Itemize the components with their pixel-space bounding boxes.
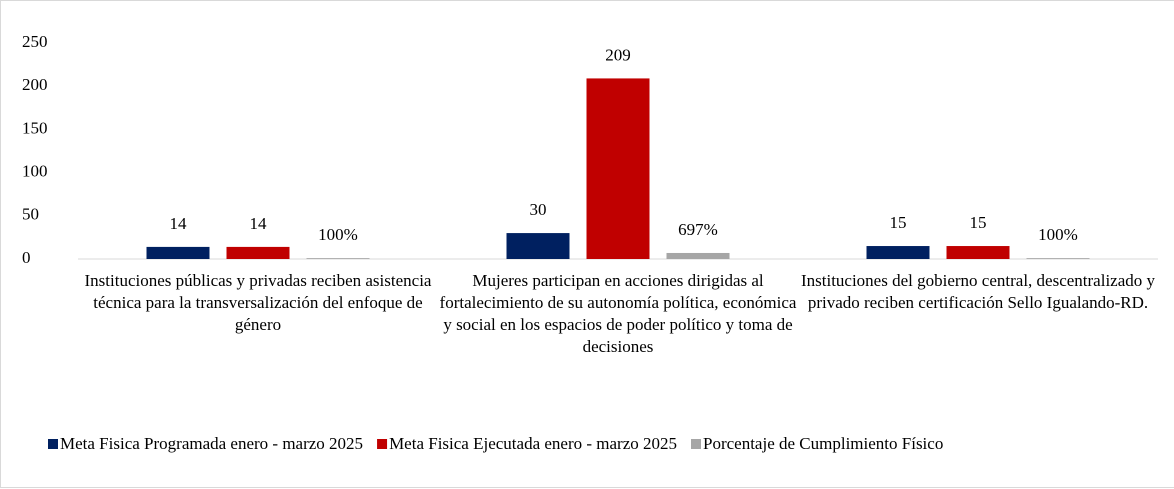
data-label: 14 (250, 214, 268, 233)
x-tick-label: Instituciones públicas y privadas recibe… (84, 271, 432, 334)
bar (586, 78, 650, 259)
data-label: 15 (890, 213, 907, 232)
legend-label: Porcentaje de Cumplimiento Físico (703, 434, 943, 453)
bar (506, 233, 570, 259)
legend-marker (48, 439, 58, 449)
data-label: 697% (678, 220, 718, 239)
bar (666, 252, 730, 259)
data-label: 14 (170, 214, 188, 233)
bar (946, 246, 1010, 259)
legend-marker (377, 439, 388, 449)
y-tick-label: 150 (22, 118, 48, 137)
bar (146, 246, 210, 259)
x-tick-label: Mujeres participan en acciones dirigidas… (439, 271, 797, 356)
data-label: 209 (605, 45, 631, 64)
data-label: 15 (970, 213, 987, 232)
y-tick-label: 50 (22, 205, 39, 224)
bar (1026, 258, 1090, 259)
bar (226, 246, 290, 259)
bar (306, 258, 370, 259)
legend-label: Meta Fisica Ejecutada enero - marzo 2025 (389, 434, 677, 453)
legend-marker (691, 439, 701, 449)
data-label: 100% (1038, 225, 1078, 244)
legend-label: Meta Fisica Programada enero - marzo 202… (60, 434, 363, 453)
y-tick-label: 200 (22, 75, 48, 94)
x-tick-label: Instituciones del gobierno central, desc… (800, 271, 1156, 312)
data-label: 30 (530, 200, 547, 219)
bar (866, 246, 930, 259)
y-tick-label: 250 (22, 32, 48, 51)
data-label: 100% (318, 225, 358, 244)
y-tick-label: 0 (22, 248, 31, 267)
y-tick-label: 100 (22, 162, 48, 181)
